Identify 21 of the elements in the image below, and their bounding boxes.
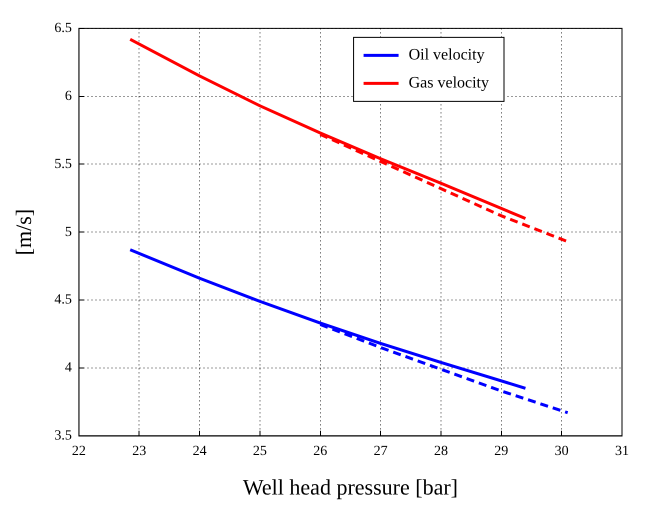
x-tick-label: 30 (554, 444, 569, 459)
x-tick-label: 22 (72, 444, 86, 459)
y-tick-label: 3.5 (54, 428, 72, 444)
x-tick-label: 28 (434, 444, 448, 459)
x-tick-label: 24 (192, 444, 207, 459)
legend-label: Oil velocity (408, 46, 485, 64)
y-tick-label: 5.5 (54, 156, 72, 172)
y-tick-label: 6.5 (54, 21, 72, 36)
x-tick-label: 27 (374, 444, 388, 459)
x-tick-label: 29 (494, 444, 508, 459)
legend-label: Gas velocity (408, 74, 489, 92)
x-tick-label: 31 (615, 444, 629, 459)
y-tick-label: 5 (64, 224, 72, 240)
y-axis-title: [m/s] (10, 208, 36, 256)
x-axis-title: Well head pressure [bar] (242, 474, 458, 500)
y-tick-label: 4 (64, 360, 72, 376)
y-tick-label: 4.5 (54, 292, 72, 308)
x-tick-label: 26 (313, 444, 328, 459)
y-tick-label: 6 (64, 88, 72, 104)
x-tick-label: 23 (132, 444, 146, 459)
x-tick-label: 25 (252, 444, 267, 459)
